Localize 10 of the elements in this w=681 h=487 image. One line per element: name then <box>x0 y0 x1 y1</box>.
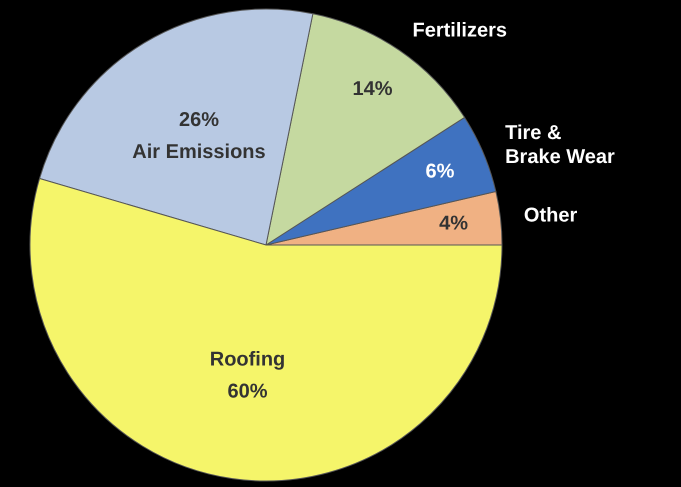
data-label: 60% <box>228 380 268 402</box>
slice-label: Other <box>524 204 578 226</box>
slice-label: Tire & Brake Wear <box>505 122 616 168</box>
data-label: 14% <box>352 78 393 100</box>
slice-label: Roofing <box>210 348 286 370</box>
slice-label: Air Emissions <box>132 140 266 163</box>
data-label: 4% <box>439 212 468 234</box>
data-label: 26% <box>178 108 220 131</box>
slice-label: Fertilizers <box>412 20 508 42</box>
data-label: 6% <box>425 160 455 183</box>
